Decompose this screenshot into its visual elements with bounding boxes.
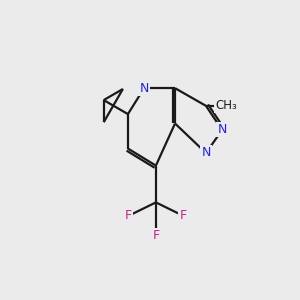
Text: N: N — [140, 82, 149, 95]
Text: F: F — [125, 209, 132, 222]
Text: F: F — [179, 209, 187, 222]
Text: N: N — [218, 124, 227, 136]
Text: F: F — [152, 229, 160, 242]
Text: N: N — [201, 146, 211, 159]
Text: CH₃: CH₃ — [215, 99, 237, 112]
